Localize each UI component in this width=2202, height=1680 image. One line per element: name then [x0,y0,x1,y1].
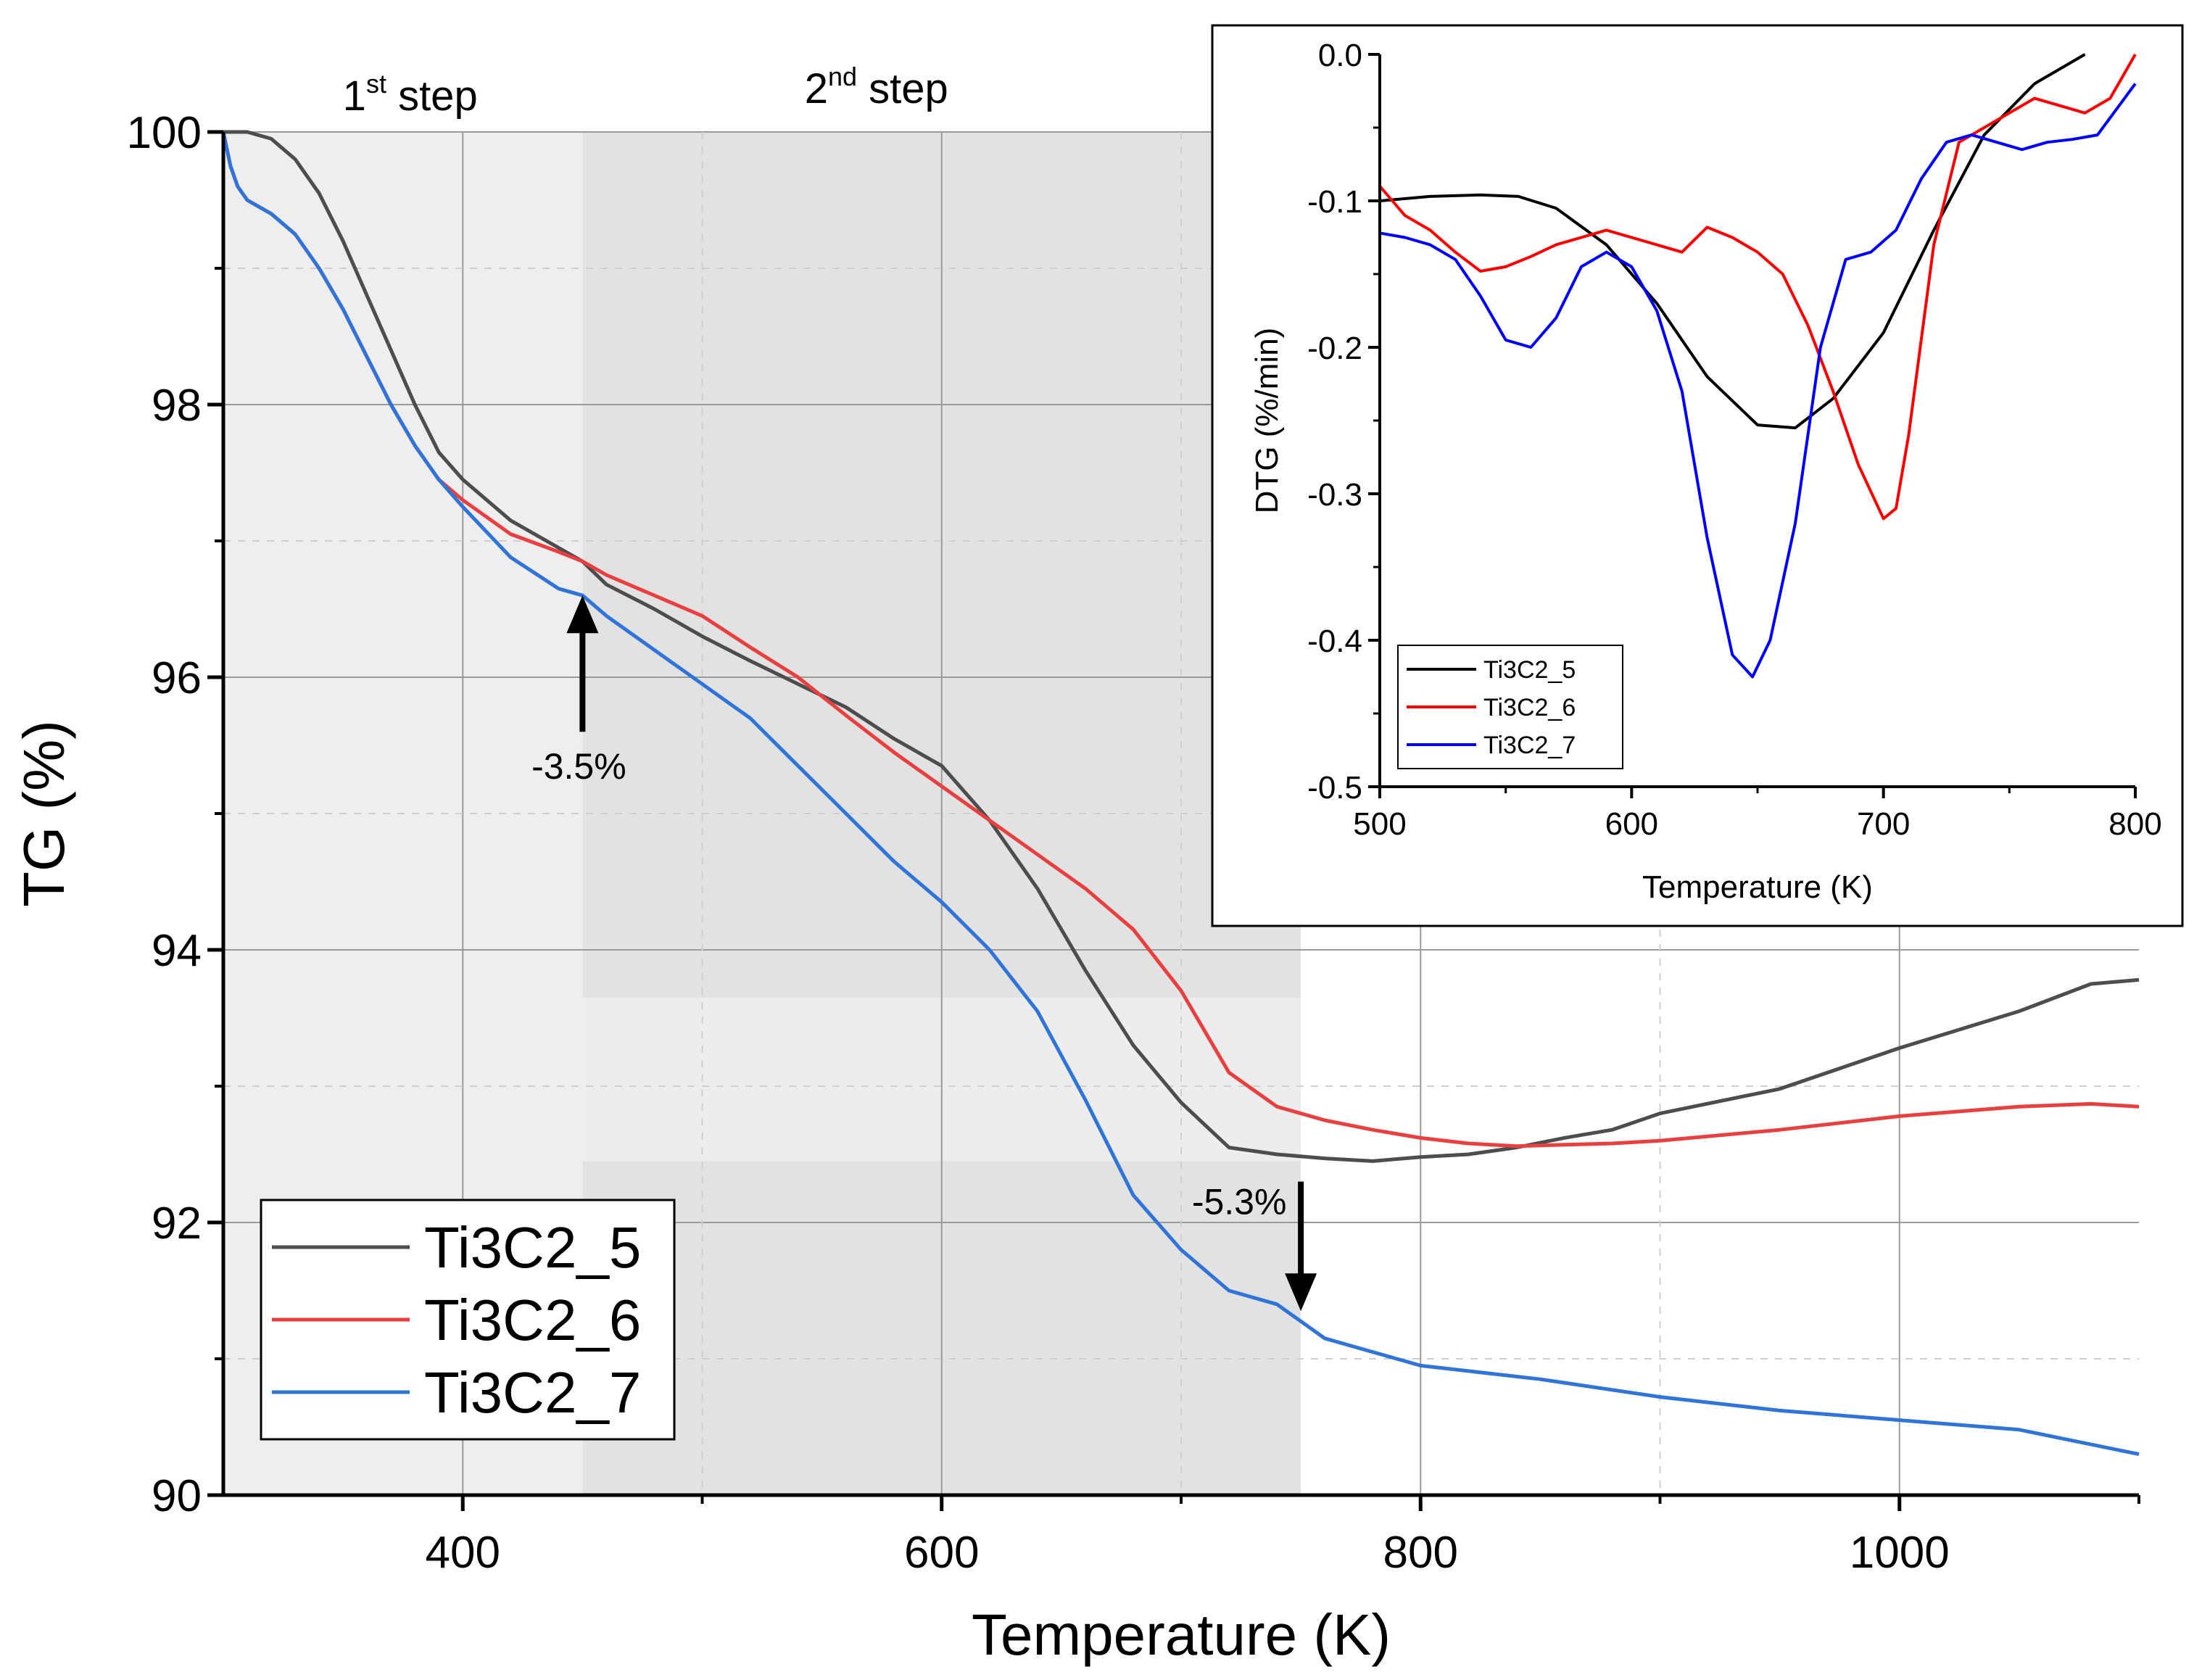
x-tick-label: 1000 [1850,1528,1950,1578]
annotation-label-1: -3.5% [531,746,626,787]
step-1-number: 1 [343,73,366,120]
legend-label-Ti3C2_6: Ti3C2_6 [424,1288,641,1352]
legend-label-Ti3C2_5: Ti3C2_5 [424,1215,641,1280]
main-series-group [221,130,2140,1457]
step-2-word: step [857,65,948,112]
y-tick-label: 94 [152,926,202,976]
main-annotations: -3.5% -5.3% [531,595,1317,1312]
main-y-axis-label: TG (%) [12,720,76,907]
inset-series-group [1378,53,2137,679]
inset-y-tick-label: -0.3 [1307,477,1362,513]
inset-x-tick-label: 800 [2108,806,2161,842]
inset-x-tick-label: 700 [1857,806,1910,842]
annotation-label-2: -5.3% [1192,1182,1287,1222]
step-1-word: step [386,73,478,120]
inset-y-tick-label: -0.5 [1307,770,1362,806]
step-2-label: 2nd step [805,62,948,112]
inset-series-line-Ti3C2_6 [1378,54,2137,521]
main-legend-items: Ti3C2_5 Ti3C2_6 Ti3C2_7 [272,1215,641,1425]
y-tick-label: 100 [127,108,202,158]
step-1-suffix: st [366,69,386,99]
step-1-label: 1st step [343,69,478,120]
y-tick-label: 98 [152,381,202,431]
main-legend: Ti3C2_5 Ti3C2_6 Ti3C2_7 [260,1199,676,1441]
inset-axes: 500 600 700 800 0.0 -0.1 -0.2 -0.3 -0.4 -0.5 [1307,38,2162,842]
series-line-Ti3C2_7 [221,131,2140,1457]
y-tick-label: 90 [152,1471,202,1521]
x-tick-label: 400 [426,1528,500,1578]
inset-legend-label-Ti3C2_5: Ti3C2_5 [1483,656,1576,684]
x-tick-label: 800 [1383,1528,1458,1578]
inset-x-axis-label: Temperature (K) [1642,869,1873,905]
inset-x-tick-label: 600 [1605,806,1658,842]
inset-y-tick-label: -0.4 [1307,624,1362,659]
inset-y-tick-label: 0.0 [1318,38,1362,73]
annotation-arrow-head-1 [566,595,599,634]
inset-dtg-chart: 500 600 700 800 0.0 -0.1 -0.2 -0.3 -0.4 -0.5 Temp… [1211,24,2184,927]
inset-legend: Ti3C2_5 Ti3C2_6 Ti3C2_7 [1397,645,1623,769]
main-x-axis-label: Temperature (K) [972,1602,1391,1667]
main-tg-chart: 400 600 800 1000 90 92 94 96 98 100 -3.5% -5.3% Te… [12,62,2140,1667]
x-tick-label: 600 [904,1528,979,1578]
inset-legend-items: Ti3C2_5 Ti3C2_6 Ti3C2_7 [1407,656,1576,759]
inset-y-tick-label: -0.2 [1307,331,1362,366]
step-2-number: 2 [805,65,828,112]
inset-series-line-Ti3C2_5 [1379,53,2086,430]
legend-label-Ti3C2_7: Ti3C2_7 [424,1360,641,1425]
inset-x-tick-label: 500 [1353,806,1406,842]
step-2-suffix: nd [828,62,857,91]
inset-legend-label-Ti3C2_7: Ti3C2_7 [1483,732,1576,759]
inset-legend-label-Ti3C2_6: Ti3C2_6 [1483,694,1576,721]
inset-y-tick-label: -0.1 [1307,184,1362,220]
annotation-arrow-head-2 [1285,1273,1317,1312]
main-axes: 400 600 800 1000 90 92 94 96 98 100 [127,108,2140,1578]
inset-y-axis-label: DTG (%/min) [1249,328,1285,514]
y-tick-label: 92 [152,1199,202,1249]
series-line-Ti3C2_5 [223,130,2140,1163]
inset-series-line-Ti3C2_7 [1379,83,2137,679]
y-tick-label: 96 [152,653,202,703]
